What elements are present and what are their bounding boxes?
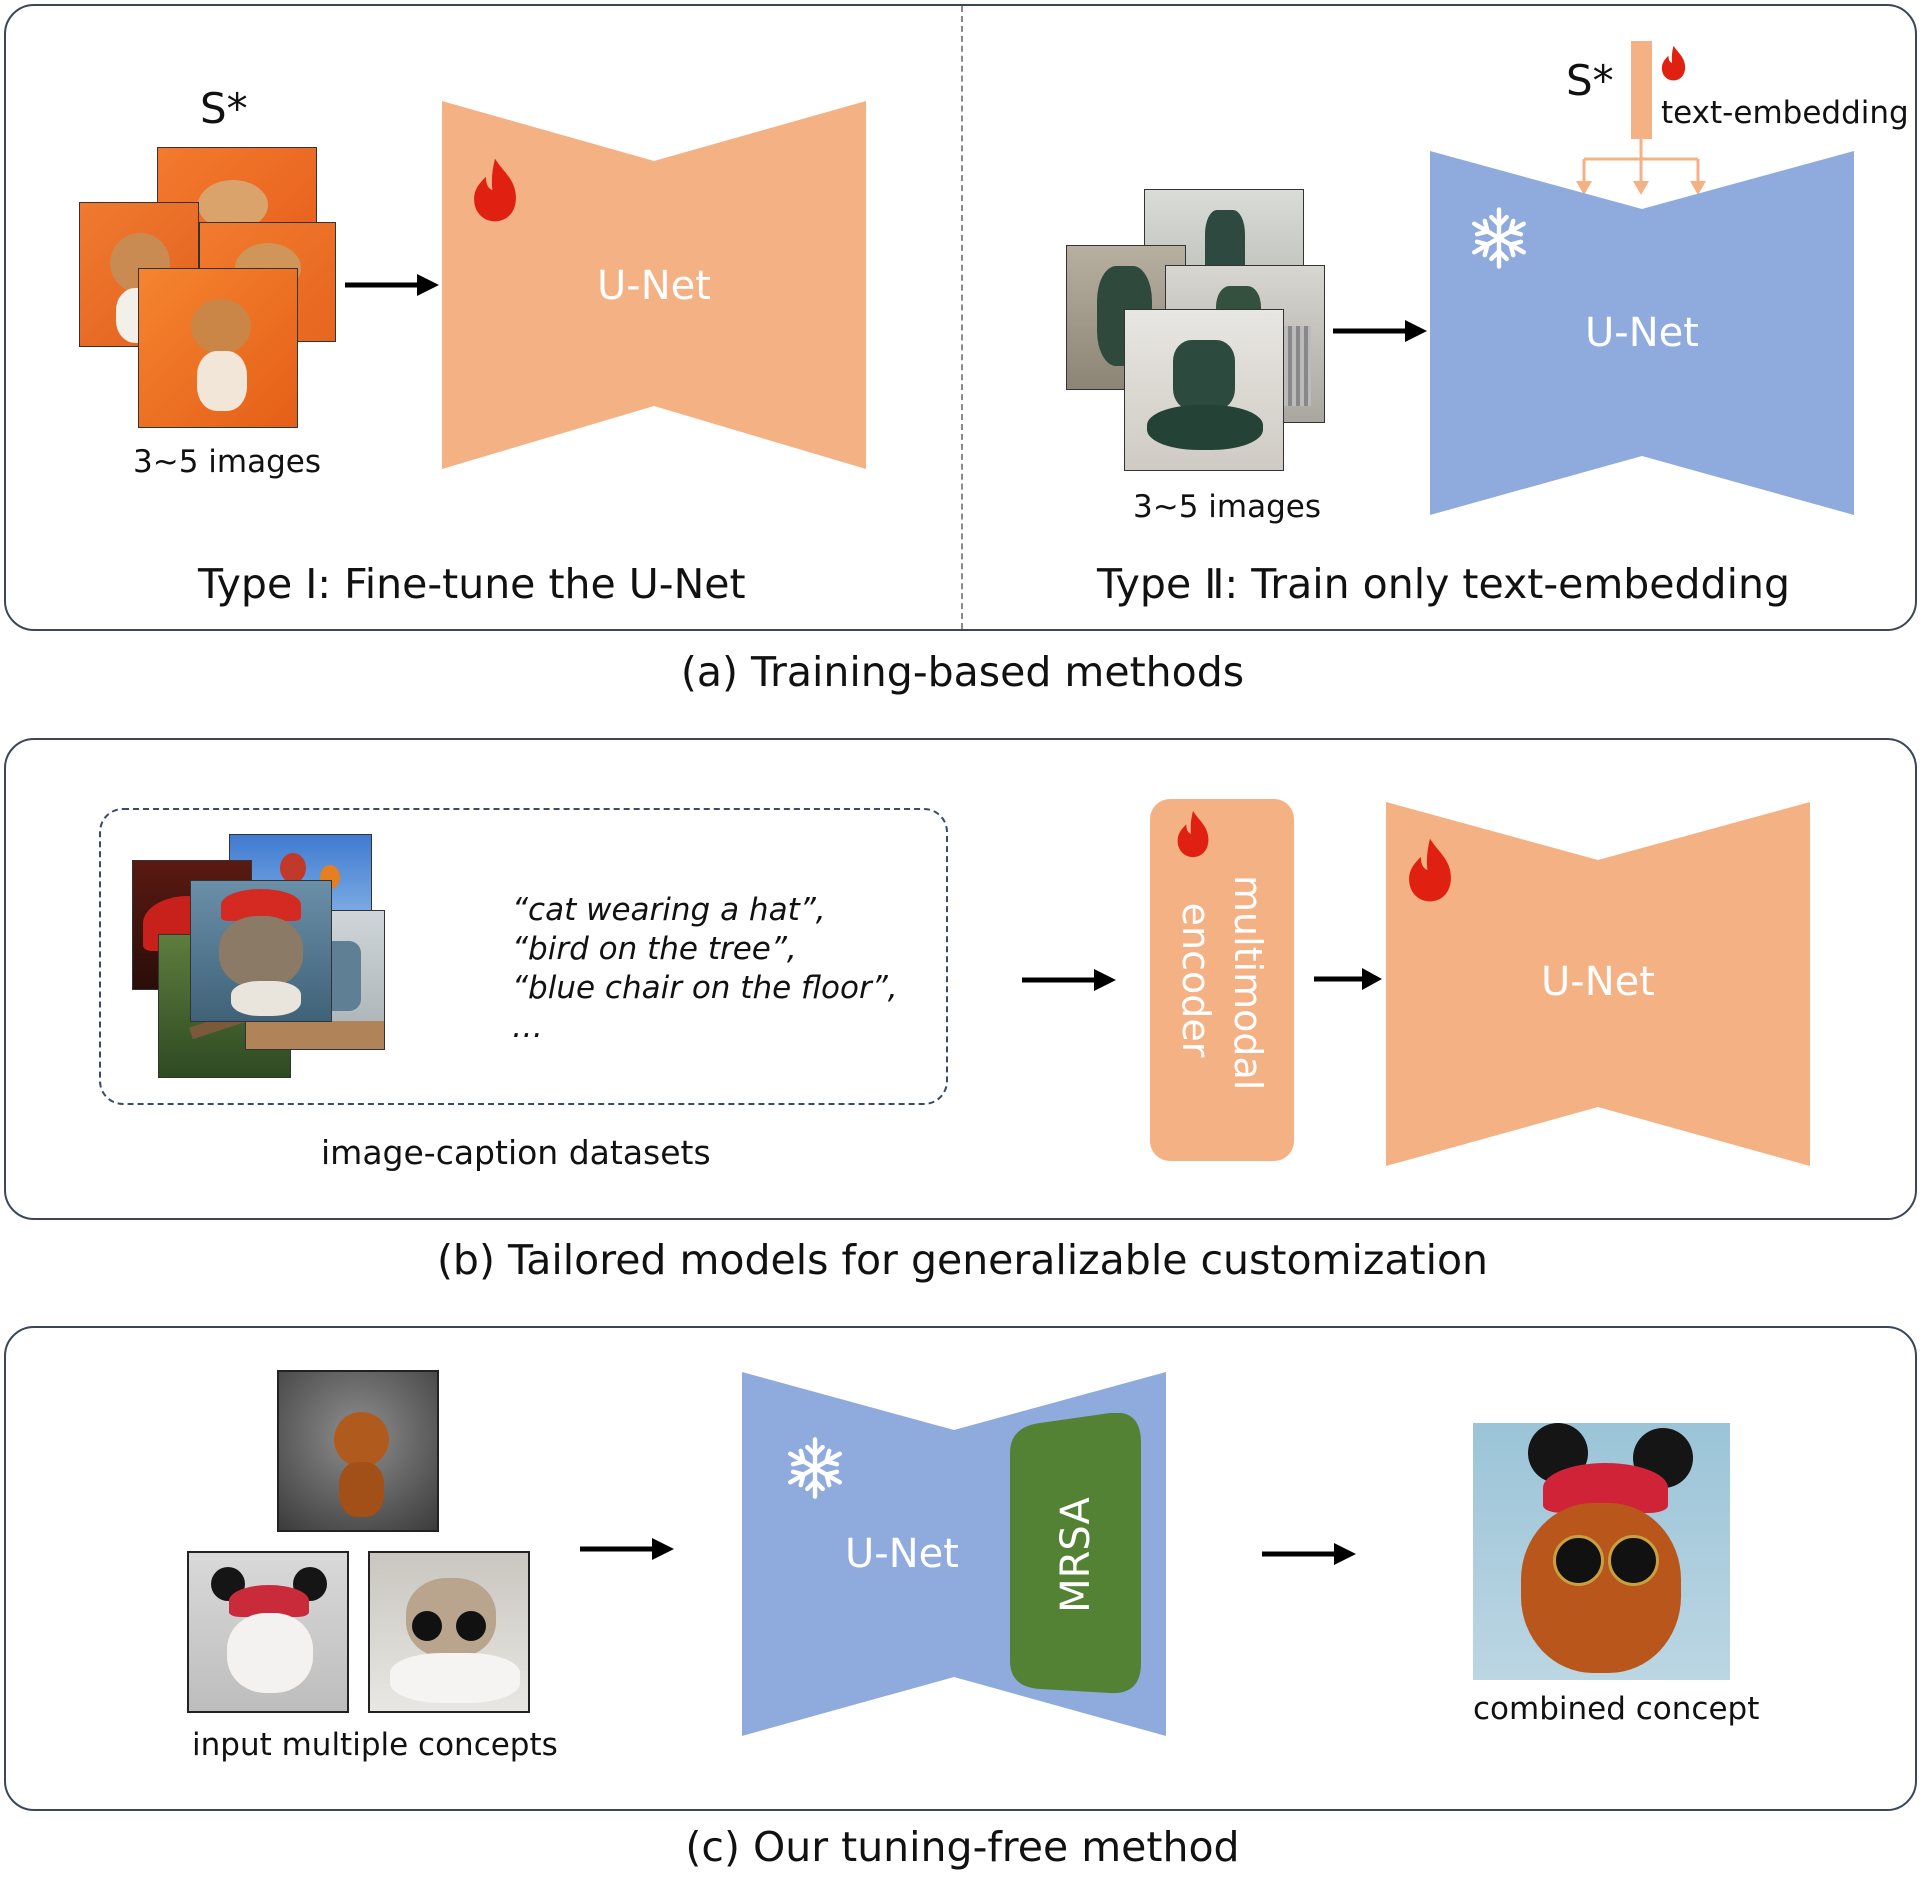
type1-arrow: [345, 274, 439, 296]
panel-c-unet-label: U-Net: [845, 1531, 959, 1577]
flame-icon: [1409, 838, 1451, 902]
snowflake-icon: [788, 1437, 842, 1499]
dataset-dashed-box: [99, 808, 948, 1105]
caption-example: “blue chair on the floor”,: [512, 970, 898, 1006]
flame-icon: [474, 158, 516, 222]
input-concepts-label: input multiple concepts: [192, 1727, 558, 1763]
panel-training-based: [4, 4, 1917, 631]
type2-title: Type Ⅱ: Train only text-embedding: [1097, 560, 1790, 608]
chow-dog-photo: [277, 1370, 439, 1532]
cat-sunglasses-photo: [368, 1551, 530, 1713]
type2-token: S*: [1566, 56, 1614, 105]
caption-ellipsis: …: [512, 1009, 543, 1045]
panel-b-unet-shape: [1386, 802, 1810, 1166]
caption-examples: “cat wearing a hat”, “bird on the tree”,…: [512, 891, 898, 1047]
combined-concept-photo: [1473, 1423, 1730, 1680]
panel-c-caption: (c) Our tuning-free method: [685, 1823, 1240, 1871]
type1-title: Type Ⅰ: Fine-tune the U-Net: [198, 560, 746, 608]
panel-b-unet-label: U-Net: [1541, 959, 1655, 1005]
multimodal-encoder-block: [1150, 799, 1294, 1161]
mrsa-module: [1010, 1413, 1141, 1694]
type2-arrow: [1333, 320, 1427, 342]
caption-example: “cat wearing a hat”,: [512, 892, 826, 928]
cat-hat-photo: [190, 880, 332, 1022]
input-to-unet-arrow: [580, 1538, 674, 1560]
panel-tailored-models: [4, 738, 1917, 1220]
dataset-to-encoder-arrow: [1022, 969, 1116, 991]
combined-concept-label: combined concept: [1473, 1691, 1760, 1727]
text-embedding-label: text-embedding: [1661, 95, 1909, 131]
panel-b-caption: (b) Tailored models for generalizable cu…: [436, 1236, 1489, 1284]
type1-unet-shape: [442, 101, 866, 469]
type2-unet-shape: [1430, 151, 1854, 515]
flame-icon: [1661, 45, 1686, 81]
type1-images-label: 3~5 images: [133, 444, 321, 480]
dataset-label: image-caption datasets: [321, 1133, 711, 1172]
encoder-label: multimodal encoder: [1174, 875, 1270, 1091]
embedding-injection-arrows: [1576, 139, 1706, 195]
type1-token: S*: [200, 84, 248, 133]
panel-a-caption: (a) Training-based methods: [680, 648, 1245, 696]
mrsa-label: MRSA: [1053, 1497, 1099, 1613]
type2-unet-label: U-Net: [1585, 310, 1699, 356]
unet-to-output-arrow: [1262, 1543, 1356, 1565]
corgi-photo-4: [138, 268, 298, 428]
statue-photo-4: [1124, 309, 1284, 471]
snowflake-icon: [1472, 207, 1526, 269]
cat-mouse-ears-photo: [187, 1551, 349, 1713]
flame-icon: [1177, 810, 1209, 858]
encoder-to-unet-arrow: [1314, 968, 1382, 990]
caption-example: “bird on the tree”,: [512, 931, 797, 967]
type1-unet-label: U-Net: [597, 263, 711, 309]
panel-tuning-free-method: [4, 1326, 1917, 1811]
text-embedding-bar: [1631, 41, 1652, 139]
panel-a-divider: [961, 6, 963, 629]
type2-images-label: 3~5 images: [1133, 489, 1321, 525]
